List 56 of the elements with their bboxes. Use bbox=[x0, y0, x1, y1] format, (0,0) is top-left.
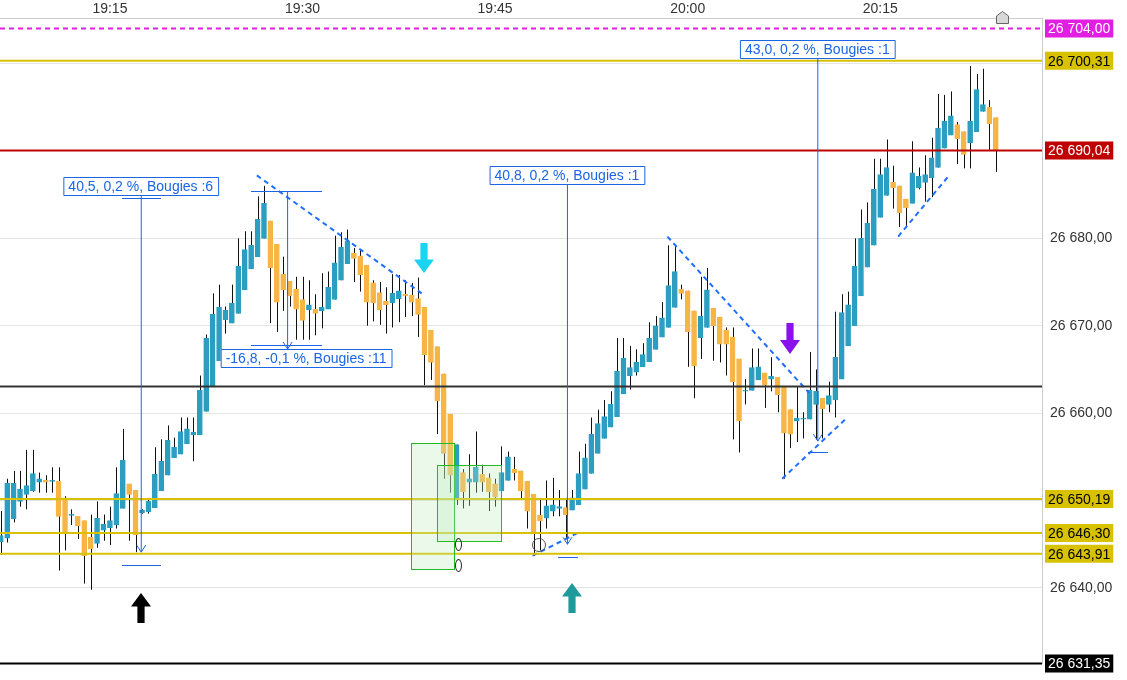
x-tick-label: 19:15 bbox=[92, 0, 128, 17]
x-tick-label: 20:00 bbox=[670, 0, 706, 17]
ref-line-label: 26 704,00 bbox=[1048, 20, 1111, 37]
y-tick-label: 26 670,00 bbox=[1050, 316, 1113, 333]
candlestick bbox=[415, 277, 421, 338]
candlestick bbox=[948, 90, 954, 136]
candlestick bbox=[280, 256, 287, 312]
y-tick-label: 26 640,00 bbox=[1050, 578, 1113, 595]
ref-line-label: 26 646,30 bbox=[1048, 524, 1111, 541]
candlestick bbox=[903, 198, 909, 228]
candlestick bbox=[980, 68, 986, 113]
candlestick bbox=[550, 477, 556, 517]
annotation: 40,8, 0,2 %, Bougies :1 bbox=[494, 166, 640, 183]
candlestick bbox=[107, 506, 113, 546]
candlestick bbox=[556, 489, 563, 517]
candlestick bbox=[967, 65, 973, 169]
ref-line-label: 26 700,31 bbox=[1048, 52, 1111, 69]
candlestick bbox=[293, 276, 299, 341]
candlestick bbox=[761, 372, 768, 409]
x-tick-label: 20:15 bbox=[862, 0, 898, 17]
candlestick bbox=[184, 417, 190, 445]
candlestick bbox=[49, 466, 55, 494]
candlestick bbox=[627, 345, 633, 391]
ref-line-label: 26 643,91 bbox=[1048, 545, 1111, 562]
candlestick bbox=[325, 271, 331, 310]
candlestick bbox=[755, 347, 762, 381]
candlestick bbox=[248, 230, 254, 270]
candlestick bbox=[229, 284, 235, 324]
candlestick bbox=[748, 347, 755, 391]
candlestick bbox=[74, 515, 81, 540]
ref-line-label: 26 631,35 bbox=[1048, 655, 1111, 672]
y-tick-label: 26 660,00 bbox=[1050, 404, 1113, 420]
candlestick bbox=[890, 165, 896, 210]
ref-line-label: 26 690,04 bbox=[1048, 142, 1111, 159]
candlestick bbox=[36, 472, 43, 494]
candlestick bbox=[659, 301, 665, 338]
x-tick-label: 19:45 bbox=[477, 0, 513, 17]
x-tick-label: 19:30 bbox=[284, 0, 321, 17]
annotation: -16,8, -0,1 %, Bougies :11 bbox=[225, 349, 387, 366]
candlestick bbox=[306, 279, 312, 341]
candlestick bbox=[30, 449, 36, 493]
candlestick bbox=[505, 451, 511, 481]
annotation: 43,0, 0,2 %, Bougies :1 bbox=[744, 40, 890, 57]
candlestick bbox=[646, 321, 652, 363]
annotation: 40,5, 0,2 %, Bougies :6 bbox=[68, 177, 214, 194]
candlestick bbox=[383, 286, 389, 335]
candlestick bbox=[922, 154, 928, 203]
candlestick bbox=[537, 497, 543, 551]
candlestick bbox=[318, 272, 325, 329]
candlestick bbox=[370, 279, 376, 322]
candlestick bbox=[742, 378, 749, 405]
candlestick bbox=[171, 437, 177, 459]
candlestick bbox=[826, 381, 832, 413]
ref-line-label: 26 650,19 bbox=[1048, 490, 1111, 507]
candlestick bbox=[351, 247, 357, 283]
y-tick-label: 26 680,00 bbox=[1050, 229, 1113, 246]
